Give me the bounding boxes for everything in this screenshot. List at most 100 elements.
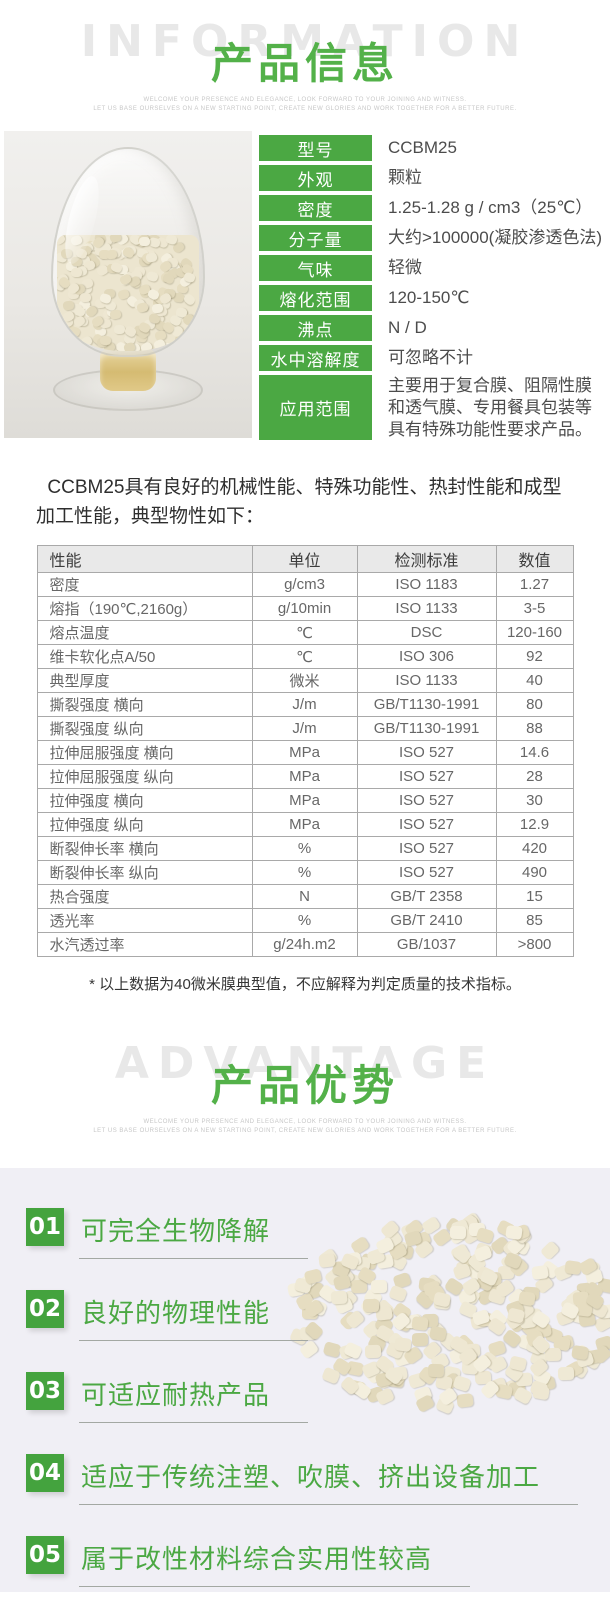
advantage-item: 03 可适应耐热产品 bbox=[26, 1372, 610, 1424]
table-cell: 撕裂强度 横向 bbox=[36, 692, 253, 718]
spec-label: 分子量 bbox=[259, 225, 372, 251]
table-cell: 维卡软化点A/50 bbox=[36, 644, 253, 670]
pellet bbox=[191, 327, 199, 340]
footnote: * 以上数据为40微米膜典型值，不应解释为判定质量的技术指标。 bbox=[89, 976, 521, 994]
spec-value: 主要用于复合膜、阻隔性膜和透气膜、专用餐具包装等具有特殊功能性要求产品。 bbox=[388, 376, 592, 439]
spec-label: 外观 bbox=[259, 165, 372, 191]
spec-value: 颗粒 bbox=[388, 168, 422, 188]
spec-row: 型号 CCBM25 bbox=[259, 135, 604, 161]
spec-row: 密度 1.25-1.28 g / cm3（25℃） bbox=[259, 195, 604, 221]
table-cell: g/24h.m2 bbox=[251, 932, 358, 958]
advantage-header: ADVANTAGE 产品优势 WELCOME YOUR PRESENCE AND… bbox=[0, 1022, 610, 1150]
table-cell: GB/T 2410 bbox=[356, 908, 497, 934]
table-cell: 3-5 bbox=[495, 596, 574, 622]
table-cell: 1.27 bbox=[495, 572, 574, 598]
table-cell: 熔指（190℃,2160g） bbox=[36, 596, 253, 622]
table-row: 拉伸屈服强度 纵向 MPa ISO 527 28 bbox=[36, 764, 574, 790]
table-row: 典型厚度 微米 ISO 1133 40 bbox=[36, 668, 574, 694]
table-cell: J/m bbox=[251, 716, 358, 742]
pellet bbox=[181, 292, 197, 307]
table-cell: 透光率 bbox=[36, 908, 253, 934]
table-cell: 拉伸强度 纵向 bbox=[36, 812, 253, 838]
table-cell: ISO 527 bbox=[356, 836, 497, 862]
table-cell: 420 bbox=[495, 836, 574, 862]
table-cell: 热合强度 bbox=[36, 884, 253, 910]
table-cell: N bbox=[251, 884, 358, 910]
table-row: 断裂伸长率 纵向% ISO 527 490 bbox=[36, 860, 574, 886]
properties-table-header: 性能 单位 检测标准 数值 bbox=[36, 545, 574, 574]
table-cell: J/m bbox=[251, 692, 358, 718]
table-row: 撕裂强度 纵向 J/m GB/T1130-1991 88 bbox=[36, 716, 574, 742]
product-overview: 型号 CCBM25 外观 颗粒密度 1.25-1.28 g / cm3（25℃） 分子量大… bbox=[0, 128, 610, 444]
pellet bbox=[189, 339, 199, 351]
intro-paragraph: CCBM25具有良好的机械性能、特殊功能性、热封性能和成型加工性能，典型物性如下… bbox=[36, 477, 562, 527]
table-cell: 80 bbox=[495, 692, 574, 718]
advantage-number-badge: 04 bbox=[26, 1454, 64, 1493]
table-cell: 12.9 bbox=[495, 812, 574, 838]
spec-row: 熔化范围 120-150℃ bbox=[259, 285, 604, 311]
spec-row: 气味 轻微 bbox=[259, 255, 604, 281]
table-cell: 30 bbox=[495, 788, 574, 814]
pellet bbox=[545, 1347, 562, 1362]
spec-value: 120-150℃ bbox=[388, 288, 470, 308]
table-cell: 熔点温度 bbox=[36, 620, 253, 646]
advantage-item: 04 适应于传统注塑、吹膜、挤出设备加工 bbox=[26, 1454, 610, 1506]
glass-vessel-image bbox=[51, 147, 205, 357]
pellet bbox=[364, 1345, 382, 1359]
info-subtitle-line2: LET US BASE OURSELVES ON A NEW STARTING … bbox=[93, 106, 517, 112]
advantage-number-badge: 02 bbox=[26, 1290, 64, 1329]
table-cell: ISO 527 bbox=[356, 812, 497, 838]
pellets-pile-photo bbox=[287, 1168, 610, 1415]
advantage-number-badge: 01 bbox=[26, 1208, 64, 1247]
table-cell: 28 bbox=[495, 764, 574, 790]
table-cell: 85 bbox=[495, 908, 574, 934]
table-cell: 40 bbox=[495, 668, 574, 694]
properties-table: 性能 单位 检测标准 数值 密度 g/cm3 ISO 1183 1.27 熔指（190℃,21… bbox=[36, 545, 574, 958]
table-cell: ISO 527 bbox=[356, 860, 497, 886]
table-cell: 典型厚度 bbox=[36, 668, 253, 694]
table-cell: DSC bbox=[356, 620, 497, 646]
pellet bbox=[79, 334, 94, 348]
table-header-cell: 数值 bbox=[495, 545, 574, 574]
spec-value: CCBM25 bbox=[388, 138, 457, 158]
table-row: 拉伸强度 纵向 MPa ISO 527 12.9 bbox=[36, 812, 574, 838]
table-cell: % bbox=[251, 908, 358, 934]
pellet bbox=[571, 1344, 589, 1361]
table-cell: 拉伸屈服强度 纵向 bbox=[36, 764, 253, 790]
advantage-list: 01 可完全生物降解 02 良好的物理性能 03 可适应耐热产品 04 适应于传统注塑、吹膜、… bbox=[0, 1208, 610, 1588]
table-cell: GB/T 2358 bbox=[356, 884, 497, 910]
pellet bbox=[70, 267, 82, 277]
table-cell: % bbox=[251, 860, 358, 886]
table-cell: g/cm3 bbox=[251, 572, 358, 598]
table-row: 拉伸强度 横向 MPa ISO 527 30 bbox=[36, 788, 574, 814]
pellet bbox=[67, 343, 80, 351]
pellet bbox=[136, 301, 150, 313]
table-cell: 15 bbox=[495, 884, 574, 910]
table-cell: ℃ bbox=[251, 644, 358, 670]
advantage-subtitle-line2: LET US BASE OURSELVES ON A NEW STARTING … bbox=[93, 1128, 517, 1135]
table-cell: GB/1037 bbox=[356, 932, 497, 958]
table-cell: 密度 bbox=[36, 572, 253, 598]
spec-row: 分子量 大约>100000(凝胶渗透色法) bbox=[259, 225, 604, 251]
pellet bbox=[113, 324, 125, 335]
table-cell: ISO 1133 bbox=[356, 596, 497, 622]
table-cell: 断裂伸长率 横向 bbox=[36, 836, 253, 862]
advantage-text: 可完全生物降解 bbox=[79, 1208, 309, 1260]
advantage-section-title: 产品优势 bbox=[210, 1062, 399, 1110]
table-cell: 水汽透过率 bbox=[36, 932, 253, 958]
pellet bbox=[146, 270, 160, 283]
table-row: 熔指（190℃,2160g） g/10min ISO 1133 3-5 bbox=[36, 596, 574, 622]
advantage-item: 05 属于改性材料综合实用性较高 bbox=[26, 1536, 610, 1588]
advantage-header-subtitle: WELCOME YOUR PRESENCE AND ELEGANCE, LOOK… bbox=[0, 1118, 610, 1136]
info-header-subtitle: WELCOME YOUR PRESENCE AND ELEGANCE, LOOK… bbox=[0, 96, 610, 114]
spec-value: 1.25-1.28 g / cm3（25℃） bbox=[388, 198, 593, 218]
spec-panel: 型号 CCBM25 外观 颗粒密度 1.25-1.28 g / cm3（25℃） 分子量大… bbox=[252, 131, 604, 444]
spec-value: 轻微 bbox=[388, 258, 422, 278]
spec-row: 水中溶解度 可忽略不计 bbox=[259, 345, 604, 371]
table-row: 拉伸屈服强度 横向 MPa ISO 527 14.6 bbox=[36, 740, 574, 766]
info-header-watermark: INFORMATION bbox=[80, 16, 530, 67]
table-cell: 490 bbox=[495, 860, 574, 886]
advantage-header-watermark: ADVANTAGE bbox=[114, 1038, 496, 1090]
table-row: 撕裂强度 横向 J/m GB/T1130-1991 80 bbox=[36, 692, 574, 718]
info-subtitle-line1: WELCOME YOUR PRESENCE AND ELEGANCE, LOOK… bbox=[143, 97, 467, 103]
